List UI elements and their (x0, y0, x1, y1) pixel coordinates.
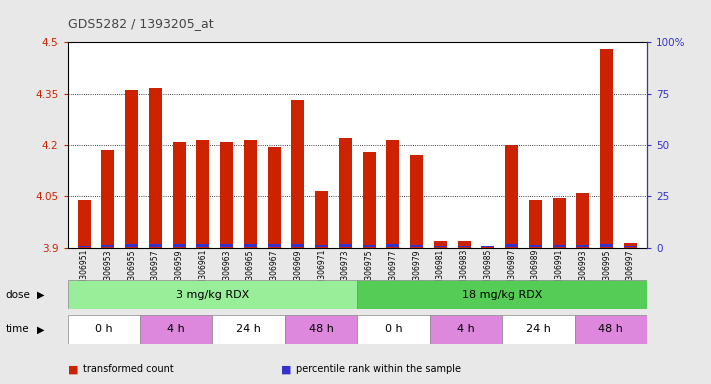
Text: 0 h: 0 h (385, 324, 402, 334)
Bar (529, 200, 542, 248)
Text: 4 h: 4 h (457, 324, 475, 334)
Bar (600, 244, 613, 247)
Text: 24 h: 24 h (526, 324, 551, 334)
Text: 24 h: 24 h (236, 324, 261, 334)
Text: 48 h: 48 h (309, 324, 333, 334)
FancyBboxPatch shape (358, 315, 429, 344)
Bar (173, 142, 186, 248)
Text: 3 mg/kg RDX: 3 mg/kg RDX (176, 290, 249, 300)
Bar (220, 142, 233, 248)
Bar (77, 200, 91, 248)
Bar (434, 241, 447, 248)
Bar (125, 244, 138, 247)
Text: ▶: ▶ (37, 324, 45, 334)
Bar (267, 245, 281, 247)
Bar (149, 88, 162, 248)
Bar (363, 245, 375, 247)
Bar (244, 140, 257, 248)
Bar (577, 245, 589, 247)
FancyBboxPatch shape (285, 315, 358, 344)
Bar (339, 138, 352, 248)
FancyBboxPatch shape (68, 315, 140, 344)
Bar (292, 101, 304, 248)
Bar (244, 245, 257, 247)
Bar (292, 245, 304, 247)
Text: ■: ■ (281, 364, 292, 374)
Bar (458, 241, 471, 248)
Bar (577, 193, 589, 248)
Bar (386, 245, 400, 247)
Bar (624, 243, 637, 248)
Bar (410, 155, 423, 248)
Bar (481, 246, 494, 247)
Text: ▶: ▶ (37, 290, 45, 300)
Text: 0 h: 0 h (95, 324, 112, 334)
Bar (125, 90, 138, 248)
Bar (552, 245, 566, 247)
Bar (102, 245, 114, 247)
Bar (529, 245, 542, 247)
Bar (458, 246, 471, 247)
Bar (196, 140, 210, 248)
Bar (434, 246, 447, 247)
Bar (410, 245, 423, 247)
Bar (77, 246, 91, 247)
Bar (386, 140, 400, 248)
Text: ■: ■ (68, 364, 78, 374)
Bar (505, 245, 518, 247)
Bar (149, 244, 162, 247)
FancyBboxPatch shape (574, 315, 647, 344)
FancyBboxPatch shape (502, 315, 574, 344)
FancyBboxPatch shape (140, 315, 213, 344)
Bar (173, 245, 186, 247)
Text: time: time (6, 324, 29, 334)
Text: GDS5282 / 1393205_at: GDS5282 / 1393205_at (68, 17, 213, 30)
FancyBboxPatch shape (68, 280, 358, 309)
Bar (363, 152, 375, 248)
Bar (267, 147, 281, 248)
Text: 18 mg/kg RDX: 18 mg/kg RDX (462, 290, 542, 300)
Bar (102, 150, 114, 248)
Bar (600, 49, 613, 248)
Text: 4 h: 4 h (167, 324, 185, 334)
Bar (481, 246, 494, 248)
Bar (552, 198, 566, 248)
Text: 48 h: 48 h (599, 324, 624, 334)
FancyBboxPatch shape (213, 315, 285, 344)
Text: transformed count: transformed count (83, 364, 174, 374)
Bar (220, 245, 233, 247)
FancyBboxPatch shape (429, 315, 502, 344)
FancyBboxPatch shape (358, 280, 647, 309)
Text: dose: dose (6, 290, 31, 300)
Bar (196, 245, 210, 247)
Bar (624, 246, 637, 247)
Bar (315, 191, 328, 248)
Bar (339, 245, 352, 247)
Text: percentile rank within the sample: percentile rank within the sample (296, 364, 461, 374)
Bar (505, 145, 518, 248)
Bar (315, 245, 328, 247)
